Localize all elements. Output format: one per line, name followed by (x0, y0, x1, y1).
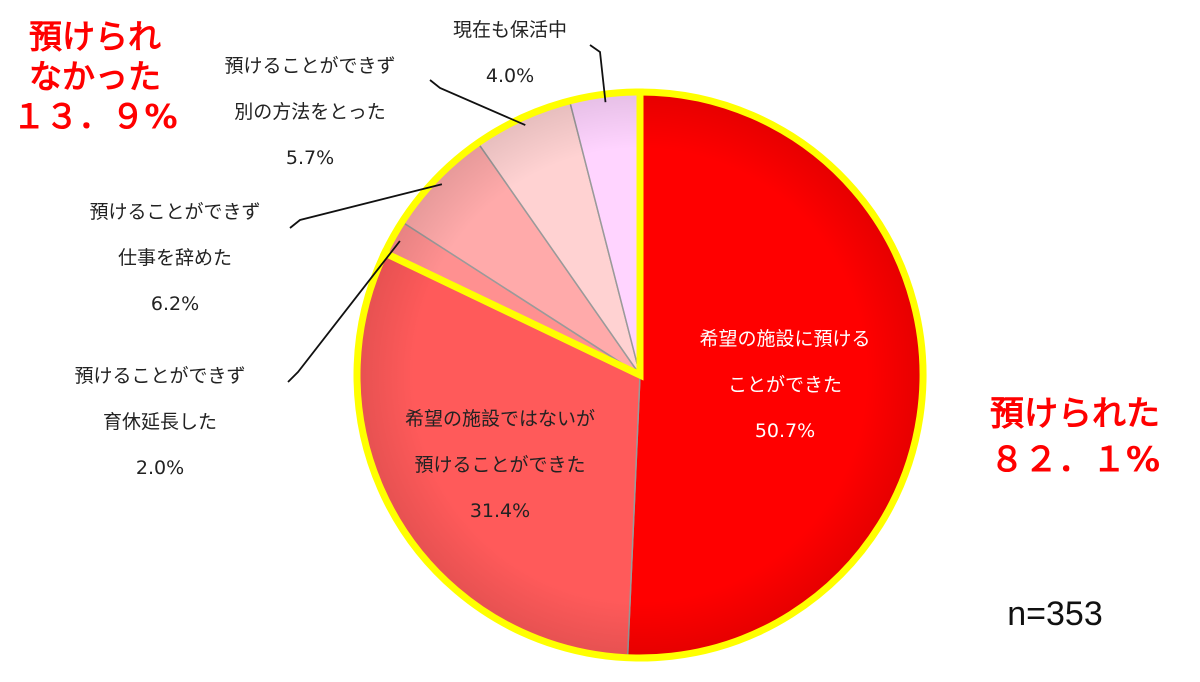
slice-value-label: 31.4% (470, 500, 530, 522)
slice-label-line: 仕事を辞めた (118, 247, 232, 269)
slice-label: 預けることができず育休延長した 2.0% (74, 365, 245, 479)
group-title-line: ８２．１% (990, 440, 1160, 480)
group-title-line: 預けられた (990, 394, 1160, 434)
group-title-line: なかった (29, 57, 161, 96)
slice-label-line: 現在も保活中 (453, 19, 567, 41)
slice-label-line: 育休延長した (103, 411, 217, 433)
group-title-line: １３．９% (12, 97, 177, 136)
slice-value-label: 2.0% (136, 457, 184, 479)
slice-label-line: 預けることができた (414, 454, 585, 476)
slice-label-line: 希望の施設ではないが (405, 408, 595, 430)
slice-label-line: 預けることができず (224, 55, 395, 77)
slice-value-label: 50.7% (755, 420, 815, 442)
slice-label-line: 希望の施設に預ける (699, 328, 870, 350)
group-outline-accepted (353, 88, 927, 662)
slice-label-line: 別の方法をとった (234, 101, 385, 123)
slice-value-label: 6.2% (151, 293, 199, 315)
leader-line (589, 44, 607, 103)
leader-line (287, 240, 401, 383)
slice-label-line: ことができた (728, 374, 842, 396)
group-title-line: 預けられ (29, 17, 161, 56)
leader-line (289, 183, 443, 229)
slice-label: 現在も保活中 4.0% (453, 19, 567, 87)
group-title-accepted: 預けられた ８２．１% (990, 394, 1160, 480)
slice-value-label: 5.7% (286, 147, 334, 169)
slice-value-label: 4.0% (486, 65, 534, 87)
slice-label: 希望の施設ではないが預けることができた 31.4% (405, 408, 595, 522)
slice-label: 預けることができず仕事を辞めた 6.2% (89, 201, 260, 315)
slice-label-line: 預けることができず (74, 365, 245, 387)
leader-line (429, 79, 526, 126)
slice-label: 希望の施設に預けることができた 50.7% (699, 328, 870, 442)
sample-size-label: n=353 (1007, 595, 1103, 633)
group-title-not-accepted: 預けられなかった１３．９% (12, 17, 177, 136)
slice-label-line: 預けることができず (89, 201, 260, 223)
slice-label: 預けることができず別の方法をとった 5.7% (224, 55, 395, 169)
